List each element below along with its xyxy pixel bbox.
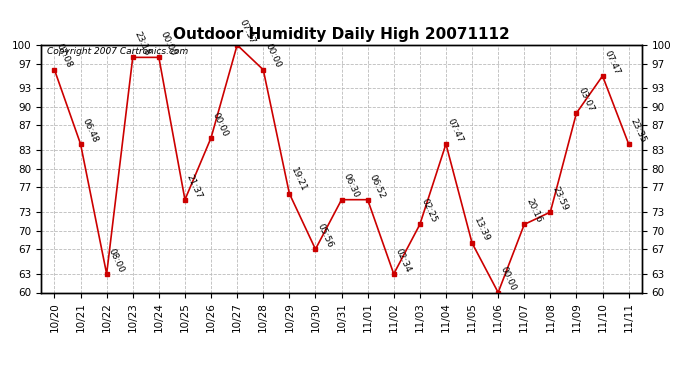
- Text: 00:00: 00:00: [159, 30, 178, 57]
- Text: 07:47: 07:47: [602, 49, 622, 76]
- Text: 06:52: 06:52: [368, 172, 386, 200]
- Text: 07:08: 07:08: [55, 42, 74, 70]
- Text: 06:30: 06:30: [342, 172, 361, 200]
- Text: 08:00: 08:00: [107, 247, 126, 274]
- Text: 20:16: 20:16: [524, 197, 543, 224]
- Text: 13:39: 13:39: [472, 216, 491, 243]
- Text: 23:59: 23:59: [551, 185, 569, 212]
- Text: 03:07: 03:07: [576, 86, 595, 113]
- Text: 07:37: 07:37: [237, 18, 256, 45]
- Text: 21:37: 21:37: [185, 172, 204, 200]
- Text: 07:47: 07:47: [446, 117, 465, 144]
- Text: 19:21: 19:21: [289, 166, 308, 194]
- Text: 02:34: 02:34: [394, 247, 413, 274]
- Text: Copyright 2007 Cartronics.com: Copyright 2007 Cartronics.com: [48, 48, 188, 57]
- Title: Outdoor Humidity Daily High 20071112: Outdoor Humidity Daily High 20071112: [173, 27, 510, 42]
- Text: 05:56: 05:56: [315, 222, 335, 249]
- Text: 23:35: 23:35: [629, 117, 648, 144]
- Text: 23:18: 23:18: [132, 30, 152, 57]
- Text: 06:48: 06:48: [81, 117, 99, 144]
- Text: 02:25: 02:25: [420, 197, 439, 224]
- Text: 00:00: 00:00: [498, 265, 518, 292]
- Text: 00:00: 00:00: [264, 42, 282, 70]
- Text: 00:00: 00:00: [211, 111, 230, 138]
